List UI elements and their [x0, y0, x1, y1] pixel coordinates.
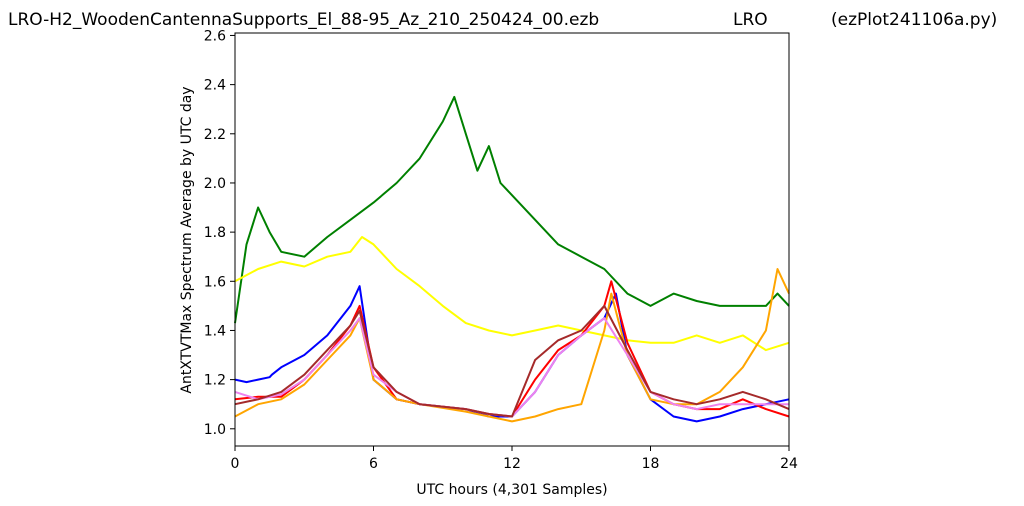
- y-tick-label: 2.0: [204, 176, 226, 192]
- series-line-3: [234, 285, 790, 423]
- x-axis: 0 6 12 18 24: [231, 446, 798, 472]
- chart-script-label: (ezPlot241106a.py): [831, 10, 997, 30]
- y-tick-label: 1.2: [204, 373, 226, 389]
- x-tick-label: 24: [780, 456, 798, 472]
- series-line-7: [234, 304, 790, 418]
- series-line-1: [234, 95, 790, 324]
- x-tick-label: 0: [231, 456, 240, 472]
- series-line-5: [234, 268, 790, 423]
- y-axis: 1.0 1.2 1.4 1.6 1.8 2.0 2.2 2.4 2.6: [204, 28, 235, 438]
- y-tick-label: 1.0: [204, 422, 226, 438]
- y-axis-label: AntXTVTMax Spectrum Average by UTC day: [179, 86, 195, 393]
- x-tick-label: 18: [642, 456, 660, 472]
- y-tick-label: 2.6: [204, 28, 226, 44]
- y-tick-label: 2.2: [204, 127, 226, 143]
- x-tick-label: 12: [503, 456, 521, 472]
- chart-file-title: LRO-H2_WoodenCantennaSupports_El_88-95_A…: [8, 10, 599, 30]
- chart-site-label: LRO: [733, 10, 768, 30]
- y-tick-label: 2.4: [204, 78, 226, 94]
- series-line-2: [234, 236, 790, 352]
- x-tick-label: 6: [369, 456, 378, 472]
- x-axis-label: UTC hours (4,301 Samples): [416, 482, 607, 498]
- series-layer: [234, 95, 790, 423]
- plot-frame: [234, 32, 790, 447]
- y-tick-label: 1.8: [204, 225, 226, 241]
- series-line-4: [234, 280, 790, 418]
- y-tick-label: 1.4: [204, 323, 226, 339]
- y-tick-label: 1.6: [204, 274, 226, 290]
